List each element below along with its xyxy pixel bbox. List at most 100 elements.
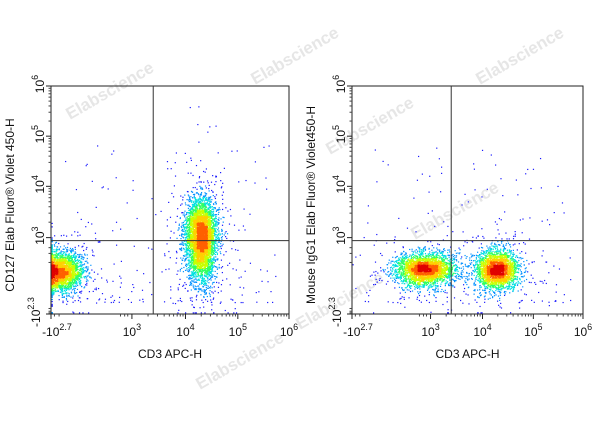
event-dot bbox=[51, 222, 53, 225]
event-dot bbox=[203, 213, 206, 215]
event-dot bbox=[209, 232, 211, 234]
event-dot bbox=[62, 301, 64, 304]
event-dot bbox=[198, 259, 200, 261]
event-dot bbox=[205, 283, 207, 285]
event-dot bbox=[80, 273, 82, 275]
event-dot bbox=[197, 288, 199, 290]
event-dot bbox=[209, 126, 211, 128]
event-dot bbox=[74, 246, 76, 248]
event-dot bbox=[186, 241, 188, 243]
event-dot bbox=[202, 202, 204, 204]
event-dot bbox=[131, 290, 133, 293]
event-dot bbox=[187, 248, 189, 250]
event-dot bbox=[61, 288, 64, 290]
event-dot bbox=[210, 301, 213, 303]
event-dot bbox=[59, 288, 61, 290]
event-dot bbox=[81, 272, 83, 274]
event-dot bbox=[191, 250, 193, 253]
event-dot bbox=[188, 223, 191, 225]
event-dot bbox=[68, 268, 70, 270]
event-dot bbox=[212, 244, 214, 246]
event-dot bbox=[194, 199, 196, 201]
event-dot bbox=[196, 211, 199, 213]
event-dot bbox=[151, 248, 153, 250]
event-dot bbox=[195, 226, 197, 228]
event-dot bbox=[204, 256, 206, 258]
event-dot bbox=[212, 219, 214, 221]
event-dot bbox=[79, 268, 81, 270]
event-dot bbox=[185, 251, 187, 253]
event-dot bbox=[231, 248, 233, 250]
event-dot bbox=[265, 177, 267, 179]
event-dot bbox=[188, 217, 191, 219]
event-dot bbox=[195, 207, 198, 209]
event-dot bbox=[198, 194, 200, 196]
event-dot bbox=[120, 282, 122, 284]
event-dot bbox=[57, 257, 59, 259]
event-dot bbox=[188, 244, 190, 246]
event-dot bbox=[64, 261, 67, 263]
event-dot bbox=[212, 222, 215, 224]
event-dot bbox=[214, 259, 216, 261]
event-dot bbox=[211, 251, 213, 253]
event-dot bbox=[74, 300, 76, 302]
event-dot bbox=[75, 263, 77, 265]
event-dot bbox=[198, 208, 201, 210]
event-dot bbox=[54, 284, 57, 286]
event-dot bbox=[177, 208, 179, 210]
event-dot bbox=[185, 246, 187, 249]
event-dot bbox=[61, 290, 63, 293]
event-dot bbox=[204, 199, 206, 201]
event-dot bbox=[57, 253, 59, 255]
event-dot bbox=[193, 234, 195, 236]
event-dot bbox=[208, 254, 210, 256]
event-dot bbox=[87, 262, 89, 264]
event-dot bbox=[214, 249, 216, 251]
event-dot bbox=[74, 272, 76, 275]
event-dot bbox=[196, 191, 198, 194]
event-dot bbox=[55, 290, 57, 293]
event-dot bbox=[61, 255, 63, 257]
event-dot bbox=[212, 230, 214, 233]
event-dot bbox=[197, 276, 199, 278]
event-dot bbox=[222, 191, 225, 193]
event-dot bbox=[180, 249, 182, 252]
event-dot bbox=[195, 256, 198, 258]
event-dot bbox=[207, 262, 209, 264]
event-dot bbox=[181, 259, 183, 261]
event-dot bbox=[68, 265, 71, 267]
event-dot bbox=[196, 216, 198, 218]
event-dot bbox=[218, 208, 220, 211]
event-dot bbox=[193, 232, 195, 234]
event-dot bbox=[67, 267, 69, 269]
event-dot bbox=[75, 282, 77, 284]
event-dot bbox=[201, 269, 203, 271]
event-dot bbox=[76, 275, 78, 277]
event-dot bbox=[207, 227, 210, 229]
event-dot bbox=[210, 213, 212, 215]
event-dot bbox=[62, 260, 65, 262]
event-dot bbox=[72, 286, 74, 288]
event-dot bbox=[193, 221, 195, 223]
event-dot bbox=[211, 242, 213, 245]
event-dot bbox=[59, 260, 61, 262]
event-dot bbox=[191, 297, 193, 299]
event-dot bbox=[193, 230, 195, 232]
event-dot bbox=[205, 213, 207, 216]
event-dot bbox=[77, 235, 79, 237]
event-dot bbox=[213, 244, 216, 246]
event-dot bbox=[52, 285, 54, 287]
event-dot bbox=[65, 235, 68, 237]
event-dot bbox=[195, 272, 197, 274]
event-dot bbox=[211, 206, 214, 208]
event-dot bbox=[55, 252, 58, 254]
event-dot bbox=[212, 292, 214, 294]
event-dot bbox=[186, 241, 189, 243]
event-dot bbox=[181, 241, 183, 243]
event-dot bbox=[53, 251, 55, 253]
event-dot bbox=[208, 260, 210, 262]
event-dot bbox=[76, 283, 78, 285]
event-dot bbox=[196, 255, 198, 257]
event-dot bbox=[188, 221, 190, 223]
event-dot bbox=[115, 177, 117, 179]
